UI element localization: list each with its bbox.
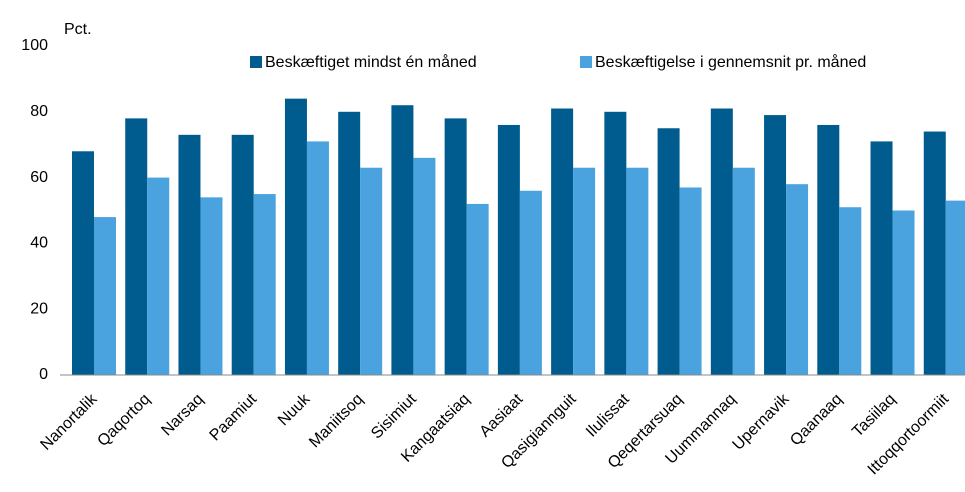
y-axis-label: Pct. [64,21,92,38]
bar [72,151,94,375]
bar [413,157,436,375]
y-tick-label: 100 [21,37,48,54]
bar [870,141,893,375]
bar [626,167,649,375]
bar [657,128,680,375]
legend-swatch [250,56,262,68]
bar [519,190,542,375]
bar [360,167,383,375]
y-tick-label: 80 [30,103,48,120]
bar [284,98,307,375]
bar [764,115,787,375]
bar [710,108,733,375]
bar [444,118,467,375]
y-tick-label: 60 [30,169,48,186]
legend-label: Beskæftiget mindst én måned [265,53,477,71]
bar [200,197,223,375]
bar [551,108,574,375]
bar [732,167,755,375]
bar [923,131,946,375]
bar [892,210,915,375]
x-tick-label: Qaqortoq [94,391,153,450]
x-tick-label: Maniitsoq [306,391,366,451]
bar [817,124,840,376]
x-tick-label: Nanortalik [37,390,101,454]
bar [391,105,414,375]
bar [945,200,965,375]
x-tick-label: Tasiilaq [849,391,899,441]
bar [147,177,170,375]
y-tick-label: 40 [30,235,48,252]
x-tick-label: Aasiaat [477,390,527,440]
bar [231,134,254,375]
bar [573,167,596,375]
x-tick-label: Qaanaaq [787,391,846,450]
x-tick-label: Nuuk [275,390,314,429]
bar [839,207,862,375]
bar [497,124,520,376]
bar [604,111,627,376]
x-tick-label: Sisimiut [368,390,420,442]
bar [94,217,116,375]
y-tick-label: 0 [39,366,48,383]
bar [306,141,329,375]
x-tick-label: Narsaq [158,391,207,440]
bar [125,118,148,375]
bar [466,203,489,375]
bar [178,134,201,375]
x-tick-label: Upernavik [730,390,794,454]
bar [679,187,702,375]
legend-swatch [580,56,592,68]
bar [253,194,276,375]
x-tick-label: Paamiut [207,390,261,444]
y-tick-label: 20 [30,300,48,317]
bar [786,184,809,375]
bar [338,111,361,376]
x-tick-label: Ilulissat [583,390,633,440]
legend-label: Beskæftigelse i gennemsnit pr. måned [595,53,866,71]
